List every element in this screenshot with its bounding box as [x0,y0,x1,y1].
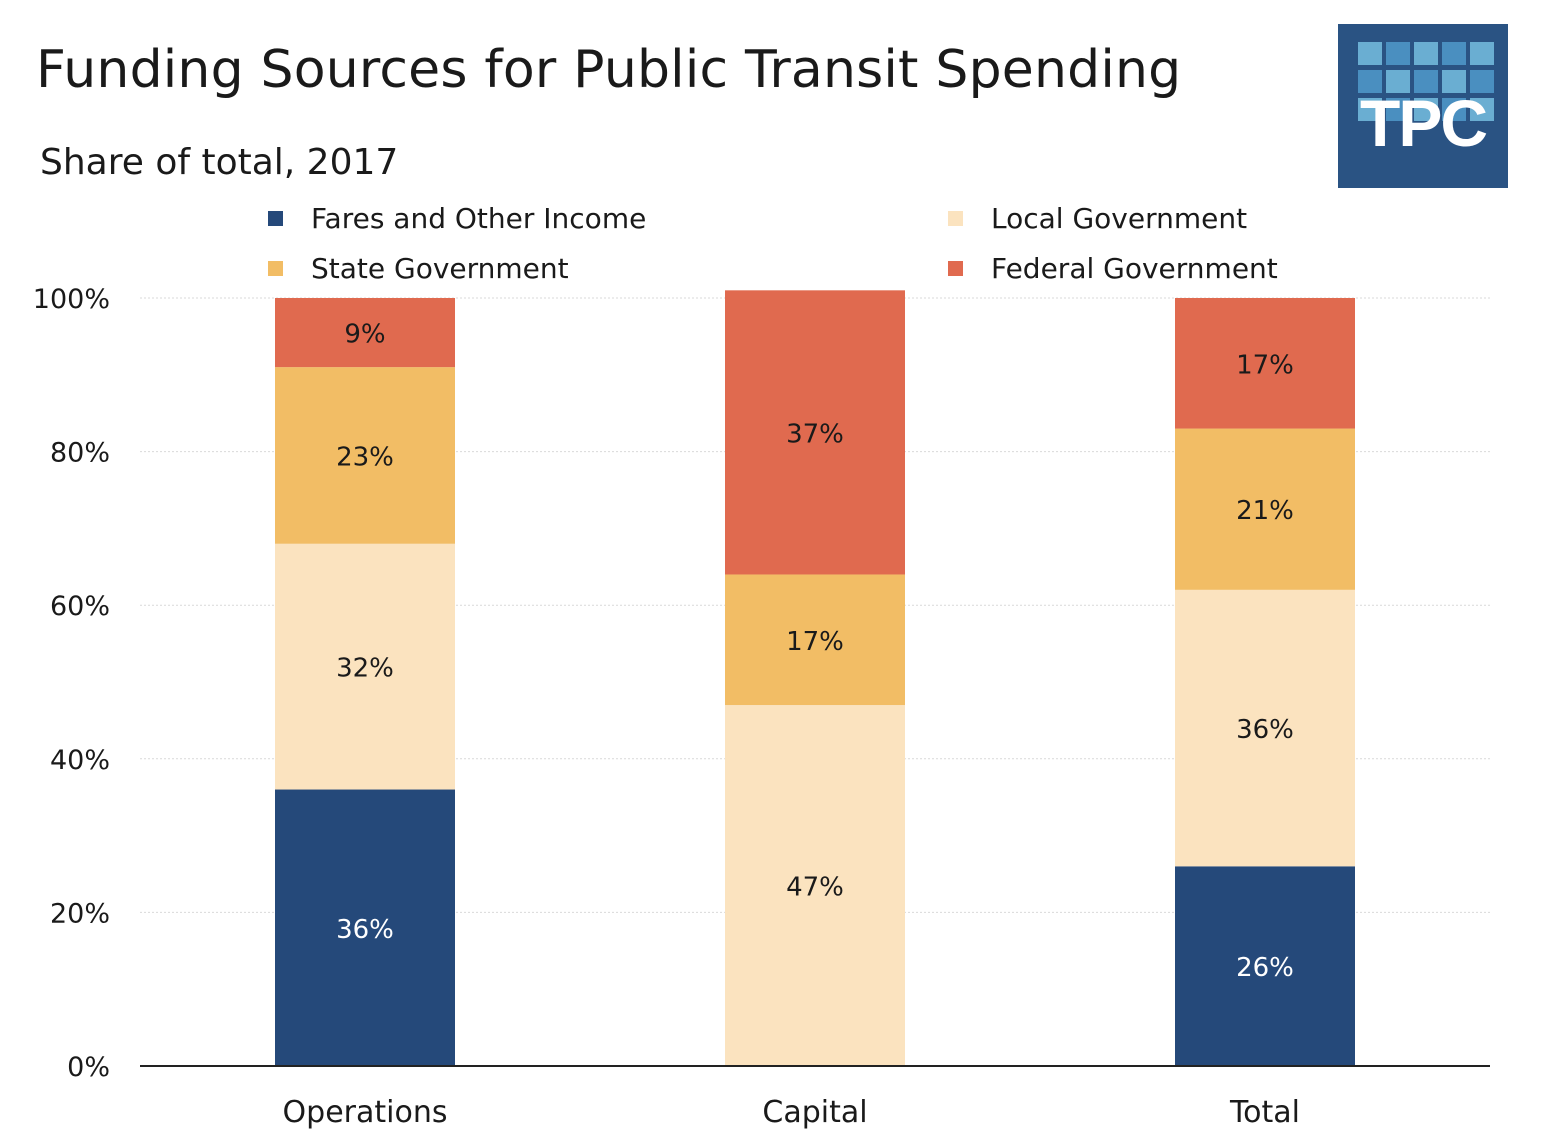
bar-segment [275,298,455,368]
logo-tile [1358,42,1382,65]
x-tick-label: Capital [762,1095,867,1130]
legend-swatch [948,211,963,226]
y-tick-label: 80% [50,438,110,469]
data-label: 23% [336,442,394,472]
y-tick-label: 60% [50,591,110,622]
logo-tile [1470,42,1494,65]
data-label: 32% [336,654,394,684]
logo-tile [1470,70,1494,93]
bar-segment [725,290,905,575]
chart-subtitle: Share of total, 2017 [40,142,399,183]
bar-segment [275,367,455,544]
y-tick-label: 40% [50,745,110,776]
logo-tile [1386,70,1410,93]
bar-segment [275,543,455,790]
y-tick-label: 100% [33,284,110,315]
legend-item: Fares and Other Income [268,202,646,235]
legend-label: State Government [311,252,569,285]
legend-label: Federal Government [991,252,1278,285]
legend-label: Local Government [991,202,1248,235]
data-label: 37% [786,419,844,449]
legend-item: Local Government [948,202,1247,235]
bar-segment [1175,428,1355,590]
bar-segment [275,789,455,1066]
logo-tile [1442,98,1466,121]
legend-swatch [268,211,283,226]
legend-item: State Government [268,252,569,285]
data-label: 21% [1236,496,1294,526]
chart-title: Funding Sources for Public Transit Spend… [36,40,1182,100]
logo-tile [1470,98,1494,121]
data-label: 17% [786,627,844,657]
y-tick-label: 20% [50,898,110,929]
logo-tile [1358,70,1382,93]
logo-tile [1386,98,1410,121]
logo-tile [1414,42,1438,65]
x-tick-label: Operations [283,1095,448,1130]
logo-tile [1414,98,1438,121]
tpc-logo: TPC [1338,24,1508,188]
y-tick-label: 0% [67,1052,110,1083]
logo-tile [1414,70,1438,93]
x-tick-label: Total [1229,1095,1300,1130]
legend-item: Federal Government [948,252,1278,285]
logo-tile [1442,70,1466,93]
legend-swatch [268,261,283,276]
logo-tile [1358,98,1382,121]
data-label: 47% [786,873,844,903]
bar-segment [725,705,905,1066]
data-label: 9% [344,320,385,350]
logo-tile [1386,42,1410,65]
legend-label: Fares and Other Income [311,202,647,235]
data-label: 17% [1236,350,1294,380]
logo-tile [1442,42,1466,65]
data-label: 36% [1236,715,1294,745]
bar-segment [1175,589,1355,867]
logo-text: TPC [1360,86,1488,160]
bar-segment [1175,298,1355,429]
data-label: 26% [1236,953,1294,983]
bar-segment [725,574,905,706]
legend-swatch [948,261,963,276]
data-label: 36% [336,915,394,945]
bar-segment [1175,866,1355,1066]
